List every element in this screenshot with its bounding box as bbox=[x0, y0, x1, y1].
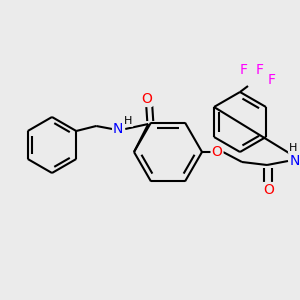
Text: F: F bbox=[268, 73, 276, 87]
Text: F: F bbox=[240, 63, 248, 77]
Text: F: F bbox=[256, 63, 264, 77]
Text: O: O bbox=[141, 92, 152, 106]
Text: N: N bbox=[290, 154, 300, 168]
Text: H: H bbox=[289, 143, 297, 153]
Text: H: H bbox=[124, 116, 132, 126]
Text: O: O bbox=[264, 183, 274, 197]
Text: O: O bbox=[212, 145, 222, 159]
Text: N: N bbox=[113, 122, 123, 136]
